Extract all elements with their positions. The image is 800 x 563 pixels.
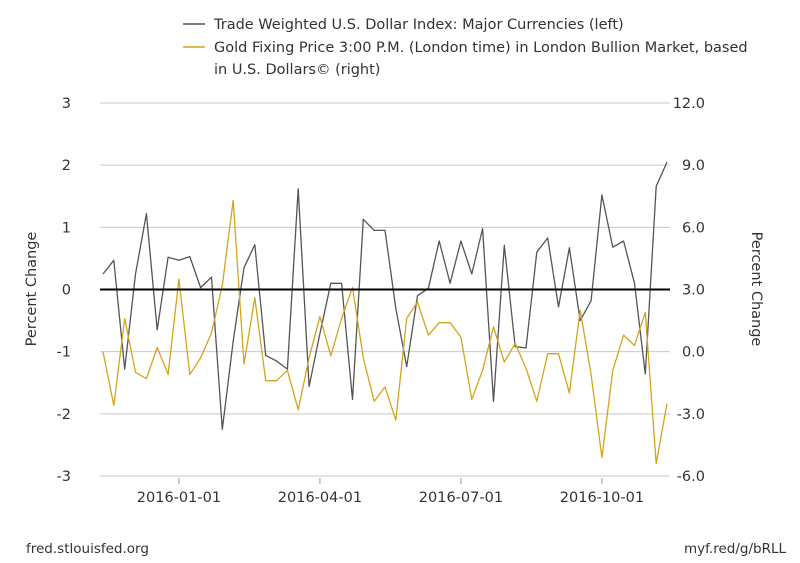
right-tick-label: -6.0 [677, 469, 705, 485]
left-tick-label: 3 [62, 96, 71, 112]
right-tick-label: 0.0 [682, 345, 705, 361]
right-tick-label: 6.0 [682, 220, 705, 236]
right-tick-label: 9.0 [682, 158, 705, 174]
legend-label-gold-price: Gold Fixing Price 3:00 P.M. (London time… [214, 40, 752, 78]
x-tick-label: 2016-01-01 [137, 490, 221, 506]
legend-label-dollar-index: Trade Weighted U.S. Dollar Index: Major … [213, 17, 624, 33]
left-tick-label: -1 [57, 345, 71, 361]
right-axis-ticks: 12.0 9.0 6.0 3.0 0.0 -3.0 -6.0 [673, 96, 705, 485]
legend-label-gold-price-line-1: Gold Fixing Price 3:00 P.M. (London time… [214, 40, 748, 56]
x-tick-label: 2016-04-01 [278, 490, 362, 506]
gridlines [100, 102, 670, 477]
left-axis-ticks: 3 2 1 0 -1 -2 -3 [57, 96, 71, 485]
left-tick-label: 0 [62, 283, 71, 299]
right-axis-title: Percent Change [748, 232, 764, 347]
right-tick-label: 12.0 [673, 96, 705, 112]
left-tick-label: -3 [57, 469, 71, 485]
short-url[interactable]: myf.red/g/bRLL [684, 541, 786, 557]
series-line-dollar-index [102, 161, 668, 431]
left-tick-label: -2 [57, 407, 71, 423]
x-axis-ticks: 2016-01-01 2016-04-01 2016-07-01 2016-10-01 [137, 478, 644, 506]
series-layer [101, 160, 670, 465]
legend: Trade Weighted U.S. Dollar Index: Major … [183, 17, 752, 78]
series-points-dollar-index [101, 160, 670, 432]
left-tick-label: 2 [62, 158, 71, 174]
left-axis-title: Percent Change [24, 232, 40, 347]
series-line-gold-price [102, 199, 668, 465]
right-tick-label: 3.0 [682, 283, 705, 299]
legend-label-gold-price-line-2: in U.S. Dollars© (right) [214, 62, 380, 78]
x-tick-label: 2016-07-01 [419, 490, 503, 506]
left-tick-label: 1 [62, 220, 71, 236]
x-tick-label: 2016-10-01 [560, 490, 644, 506]
source-credit[interactable]: fred.stlouisfed.org [26, 541, 149, 557]
right-tick-label: -3.0 [677, 407, 705, 423]
